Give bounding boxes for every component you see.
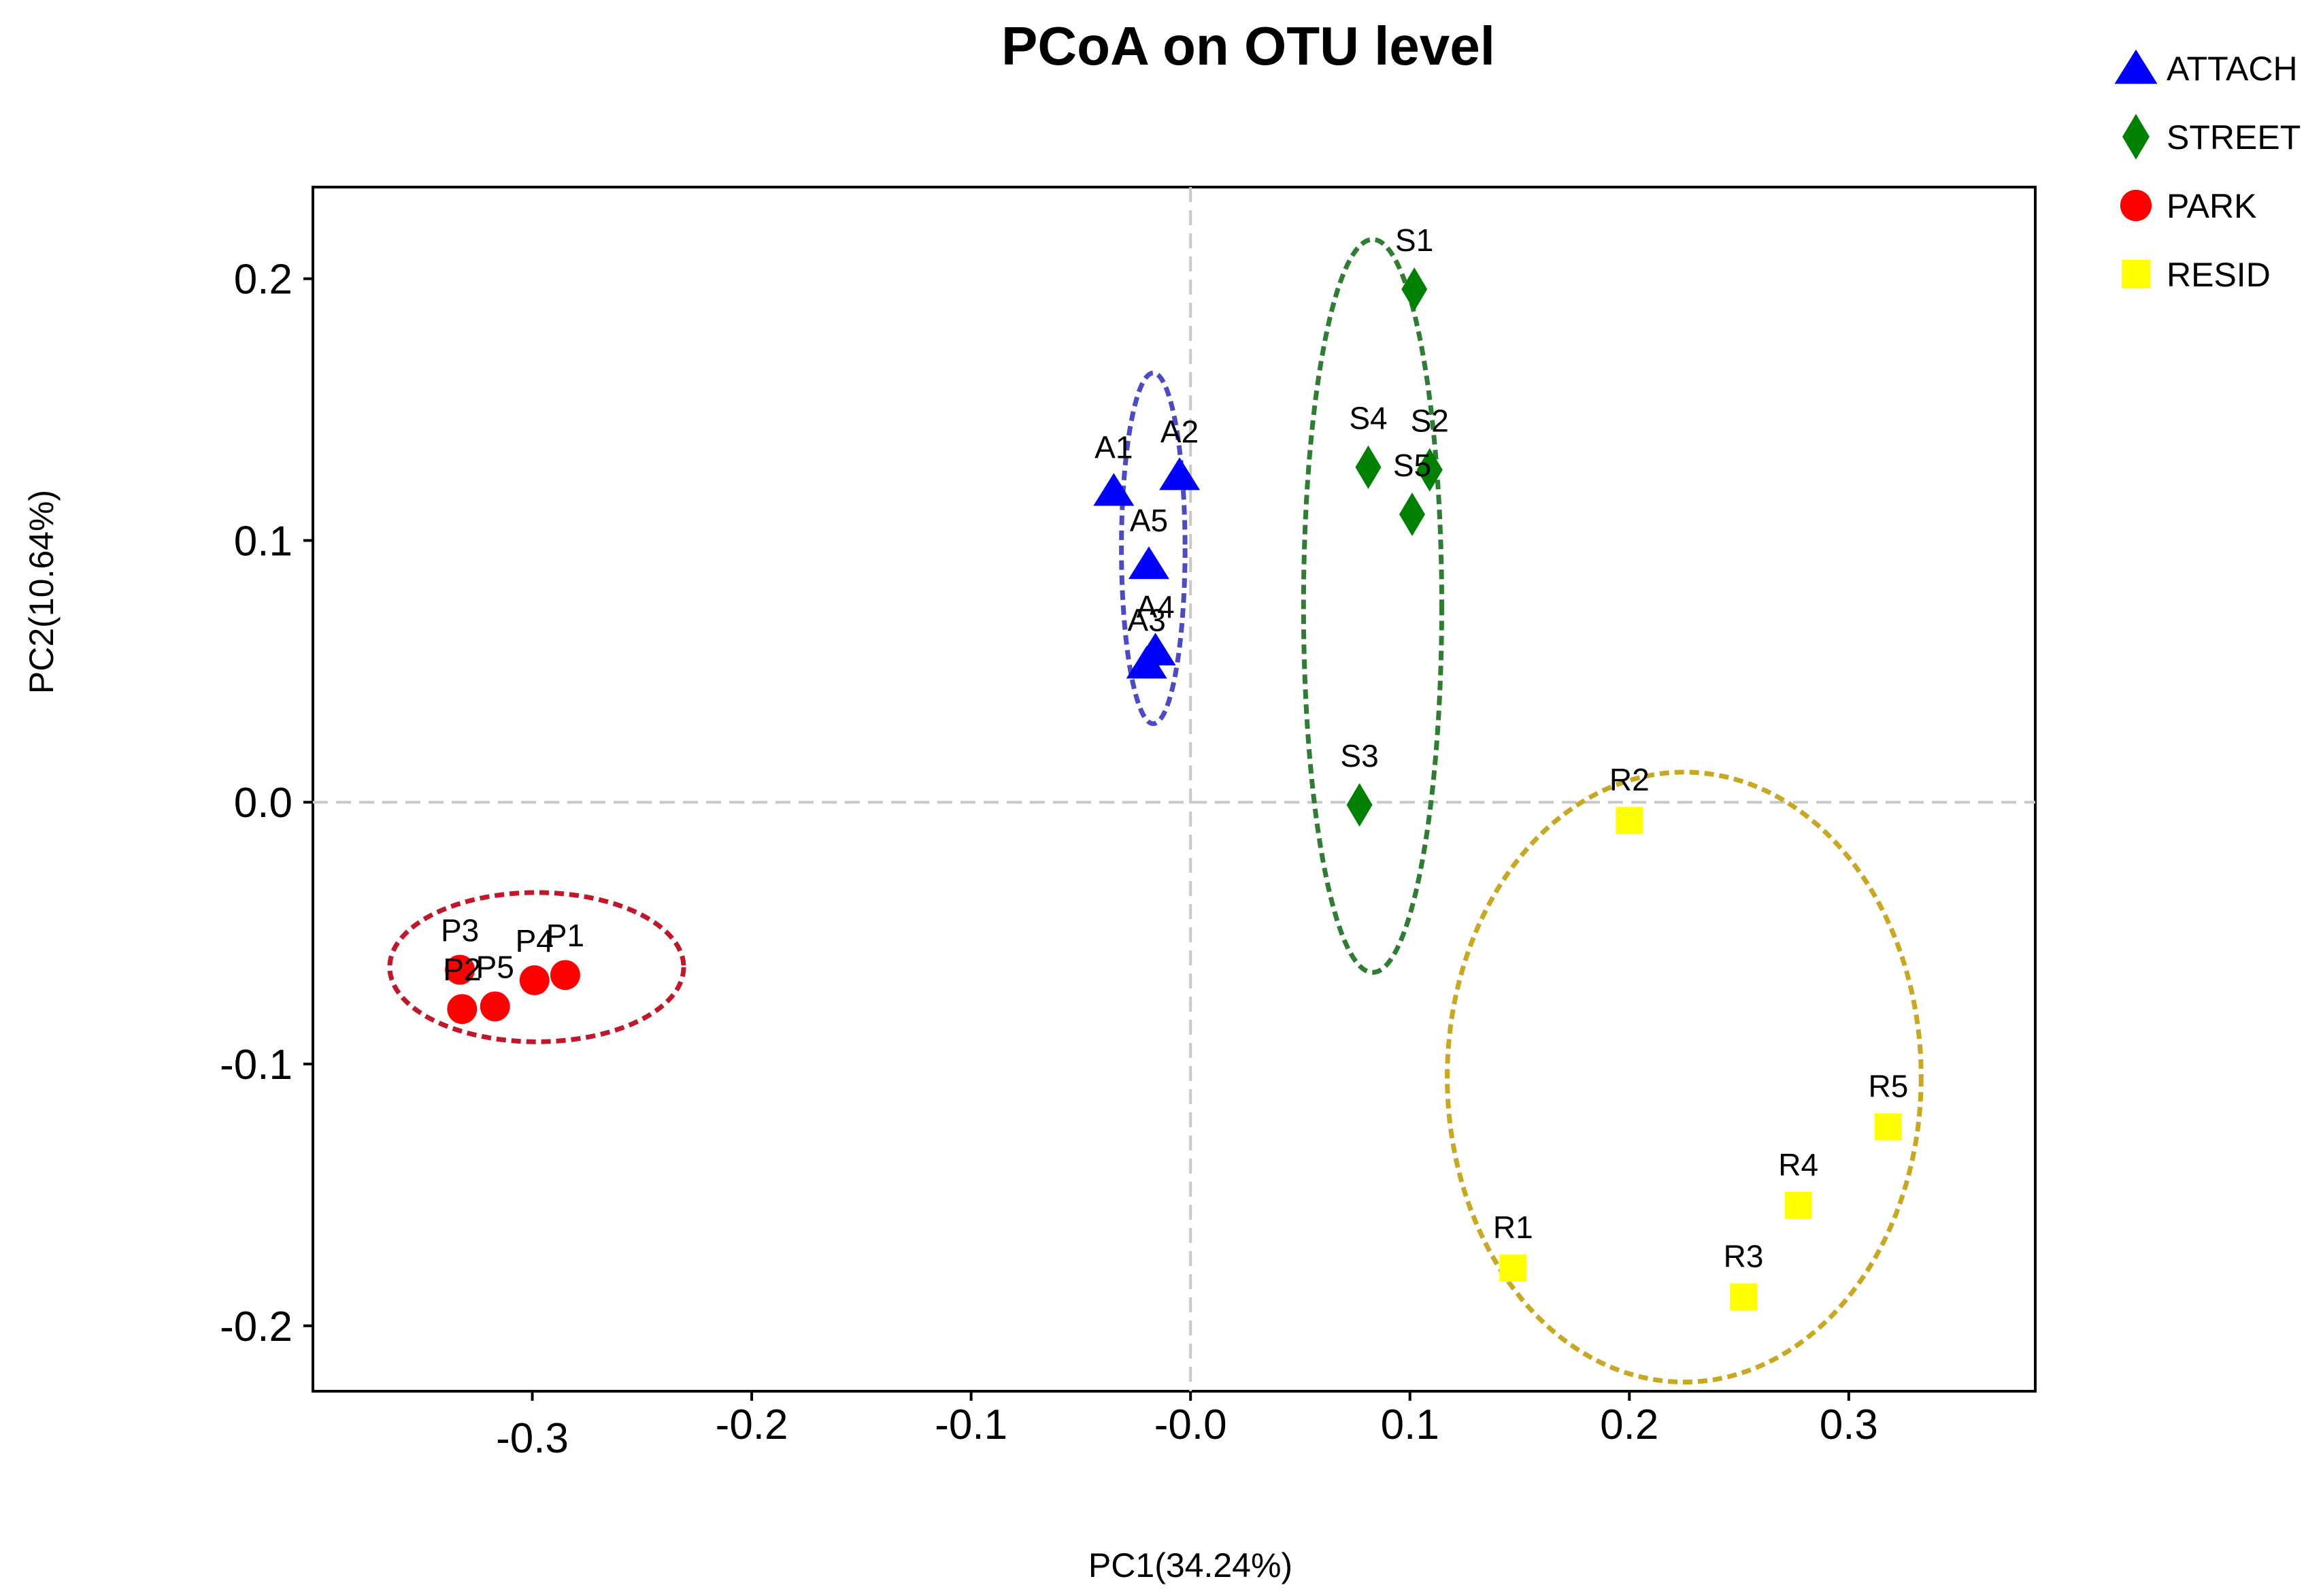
legend-label-attach: ATTACH	[2167, 50, 2298, 88]
x-tick-label: 0.3	[1820, 1401, 1878, 1448]
x-axis: -0.3 -0.2 -0.1 -0.0 0.1 0.2 0.3	[496, 1391, 1878, 1462]
x-tick-label: -0.0	[1154, 1401, 1227, 1448]
point-label-p2: P2	[443, 952, 481, 987]
point-label-r1: R1	[1493, 1210, 1533, 1245]
y-tick-label: -0.2	[220, 1303, 293, 1350]
resid-point-r1	[1499, 1254, 1527, 1282]
resid-point-r5	[1874, 1113, 1902, 1141]
park-point-p3	[445, 954, 475, 985]
legend-marker-street	[2122, 114, 2150, 160]
point-label-a3: A3	[1128, 602, 1166, 637]
data-points	[445, 267, 1902, 1311]
resid-ellipse	[1445, 769, 1924, 1385]
attach-point-a2	[1159, 457, 1201, 491]
point-label-a5: A5	[1130, 503, 1168, 538]
resid-point-r2	[1616, 807, 1643, 835]
reference-lines	[313, 187, 2035, 1391]
legend-label-street: STREET	[2167, 118, 2301, 156]
x-tick-label: -0.2	[716, 1401, 788, 1448]
legend-marker-park	[2120, 189, 2152, 222]
park-point-p1	[550, 960, 580, 991]
legend-label-resid: RESID	[2167, 256, 2271, 294]
park-point-p2	[447, 994, 478, 1025]
x-tick-label: -0.1	[935, 1401, 1007, 1448]
attach-point-a5	[1128, 546, 1169, 580]
point-label-a2: A2	[1160, 414, 1199, 449]
y-tick-label: 0.2	[234, 256, 293, 303]
point-label-r5: R5	[1868, 1068, 1908, 1103]
street-ellipse	[1301, 237, 1445, 975]
attach-point-a1	[1093, 473, 1135, 506]
point-label-a4: A4	[1136, 589, 1174, 625]
street-point-s5	[1399, 492, 1425, 536]
attach-point-a3	[1126, 646, 1167, 679]
point-label-s5: S5	[1393, 448, 1431, 483]
group-ellipses	[387, 237, 1924, 1385]
point-label-p3: P3	[441, 913, 479, 948]
y-tick-label: 0.0	[234, 780, 293, 827]
park-point-p5	[480, 991, 510, 1022]
point-label-s3: S3	[1340, 738, 1378, 774]
point-label-r3: R3	[1724, 1238, 1764, 1274]
attach-ellipse	[1119, 370, 1188, 727]
x-tick-label: 0.2	[1600, 1401, 1658, 1448]
y-axis: -0.2 -0.1 0.0 0.1 0.2	[220, 256, 313, 1350]
y-axis-label: PC2(10.64%)	[22, 490, 61, 694]
point-label-r2: R2	[1609, 762, 1650, 797]
legend-label-park: PARK	[2167, 187, 2256, 225]
legend-marker-resid	[2122, 260, 2150, 288]
street-point-s1	[1401, 267, 1428, 312]
point-label-r4: R4	[1778, 1147, 1818, 1182]
street-point-s4	[1355, 445, 1382, 489]
point-label-s4: S4	[1349, 401, 1387, 436]
resid-point-r4	[1784, 1191, 1812, 1219]
point-label-a1: A1	[1094, 429, 1133, 465]
point-label-p4: P4	[516, 923, 554, 959]
park-ellipse	[387, 890, 686, 1044]
street-point-s3	[1346, 783, 1373, 827]
point-label-s1: S1	[1395, 222, 1433, 258]
y-tick-label: 0.1	[234, 518, 293, 565]
point-label-s2: S2	[1411, 403, 1449, 439]
street-point-s2	[1416, 448, 1443, 492]
x-tick-label: 0.1	[1381, 1401, 1439, 1448]
chart-title: PCoA on OTU level	[1001, 16, 1495, 76]
legend-marker-attach	[2114, 49, 2158, 84]
point-label-p1: P1	[546, 918, 584, 953]
y-tick-label: -0.1	[220, 1042, 293, 1088]
park-point-p4	[519, 965, 550, 995]
plot-frame	[312, 186, 2037, 1393]
x-axis-label: PC1(34.24%)	[1088, 1546, 1292, 1584]
legend: ATTACH STREET PARK RESID	[2114, 49, 2301, 294]
x-tick-label: -0.3	[496, 1415, 569, 1462]
resid-point-r3	[1730, 1283, 1758, 1311]
point-label-p5: P5	[476, 949, 514, 984]
